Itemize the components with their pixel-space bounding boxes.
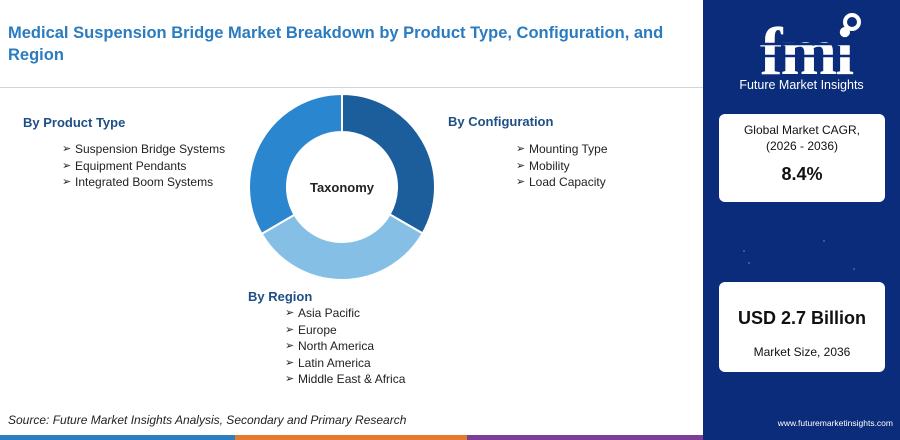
list-item: ➢ Load Capacity xyxy=(516,174,608,191)
decor-speck xyxy=(748,262,750,264)
page-title: Medical Suspension Bridge Market Breakdo… xyxy=(8,24,664,64)
list-item: ➢ Suspension Bridge Systems xyxy=(62,141,225,158)
arrow-bullet-icon: ➢ xyxy=(285,340,295,353)
market-size-value: USD 2.7 Billion xyxy=(737,308,867,328)
list-item-label: North America xyxy=(298,339,375,354)
group-title-configuration: By Configuration xyxy=(448,114,554,129)
list-item: ➢ Equipment Pendants xyxy=(62,158,225,175)
list-item: ➢ Latin America xyxy=(285,355,405,372)
brand-name: Future Market Insights xyxy=(739,78,864,92)
sidebar: fmi Future Market Insights Global Market… xyxy=(703,0,900,440)
donut-segments xyxy=(248,92,436,281)
main-panel: Medical Suspension Bridge Market Breakdo… xyxy=(0,24,703,440)
product-type-list: ➢ Suspension Bridge Systems ➢ Equipment Pe… xyxy=(62,141,225,191)
taxonomy-donut: Taxonomy xyxy=(248,92,436,281)
bottom-bar-purple xyxy=(467,435,703,440)
title-divider xyxy=(0,87,703,88)
list-item-label: Latin America xyxy=(298,355,371,370)
market-size-card: USD 2.7 Billion Market Size, 2036 xyxy=(719,282,885,372)
list-item: ➢ Asia Pacific xyxy=(285,305,405,322)
arrow-bullet-icon: ➢ xyxy=(516,159,526,172)
donut-segment-1 xyxy=(341,92,436,235)
group-title-product-type: By Product Type xyxy=(23,115,126,130)
arrow-bullet-icon: ➢ xyxy=(516,143,526,155)
arrow-bullet-icon: ➢ xyxy=(285,373,295,386)
list-item-label: Middle East & Africa xyxy=(298,372,406,387)
market-size-label: Market Size, 2036 xyxy=(753,345,851,359)
list-item: ➢ North America xyxy=(285,338,405,355)
list-item: ➢ Mounting Type xyxy=(516,141,608,158)
logo-letters: fmi xyxy=(760,13,853,89)
list-item: ➢ Mobility xyxy=(516,158,608,175)
arrow-bullet-icon: ➢ xyxy=(285,323,295,336)
donut-segment-3 xyxy=(248,92,343,236)
list-item-label: Equipment Pendants xyxy=(75,158,187,173)
donut-center-label: Taxonomy xyxy=(310,180,375,195)
list-item: ➢ Europe xyxy=(285,322,405,339)
arrow-bullet-icon: ➢ xyxy=(516,176,526,189)
list-item-label: Mounting Type xyxy=(529,142,608,156)
cagr-value: 8.4% xyxy=(781,164,823,184)
decor-speck xyxy=(823,240,825,242)
list-item-label: Asia Pacific xyxy=(298,306,361,320)
arrow-bullet-icon: ➢ xyxy=(285,356,295,369)
configuration-list: ➢ Mounting Type ➢ Mobility ➢ Load Capacity xyxy=(516,141,608,191)
source-note: Source: Future Market Insights Analysis,… xyxy=(8,413,407,427)
region-list: ➢ Asia Pacific ➢ Europe ➢ North America ➢ La… xyxy=(285,305,405,388)
bottom-bar-orange xyxy=(235,435,467,440)
fmi-logo: fmi xyxy=(739,13,873,89)
cagr-card: Global Market CAGR, (2026 - 2036) 8.4% xyxy=(719,114,885,202)
list-item: ➢ Integrated Boom Systems xyxy=(62,174,225,191)
bottom-bar-blue xyxy=(0,435,235,440)
list-item: ➢ Middle East & Africa xyxy=(285,371,405,388)
decor-speck xyxy=(743,250,745,252)
list-item-label: Suspension Bridge Systems xyxy=(75,142,226,156)
cagr-label: Global Market CAGR, (2026 - 2036) xyxy=(743,123,861,153)
arrow-bullet-icon: ➢ xyxy=(285,307,295,319)
list-item-label: Europe xyxy=(298,322,337,337)
website-link[interactable]: www.futuremarketinsights.com xyxy=(777,418,893,428)
donut-segment-2 xyxy=(260,213,425,281)
list-item-label: Integrated Boom Systems xyxy=(75,175,214,190)
list-item-label: Load Capacity xyxy=(529,175,606,190)
decor-speck xyxy=(853,268,855,270)
list-item-label: Mobility xyxy=(529,158,570,173)
group-title-region: By Region xyxy=(248,289,313,304)
arrow-bullet-icon: ➢ xyxy=(62,176,72,189)
arrow-bullet-icon: ➢ xyxy=(62,143,72,155)
arrow-bullet-icon: ➢ xyxy=(62,159,72,172)
